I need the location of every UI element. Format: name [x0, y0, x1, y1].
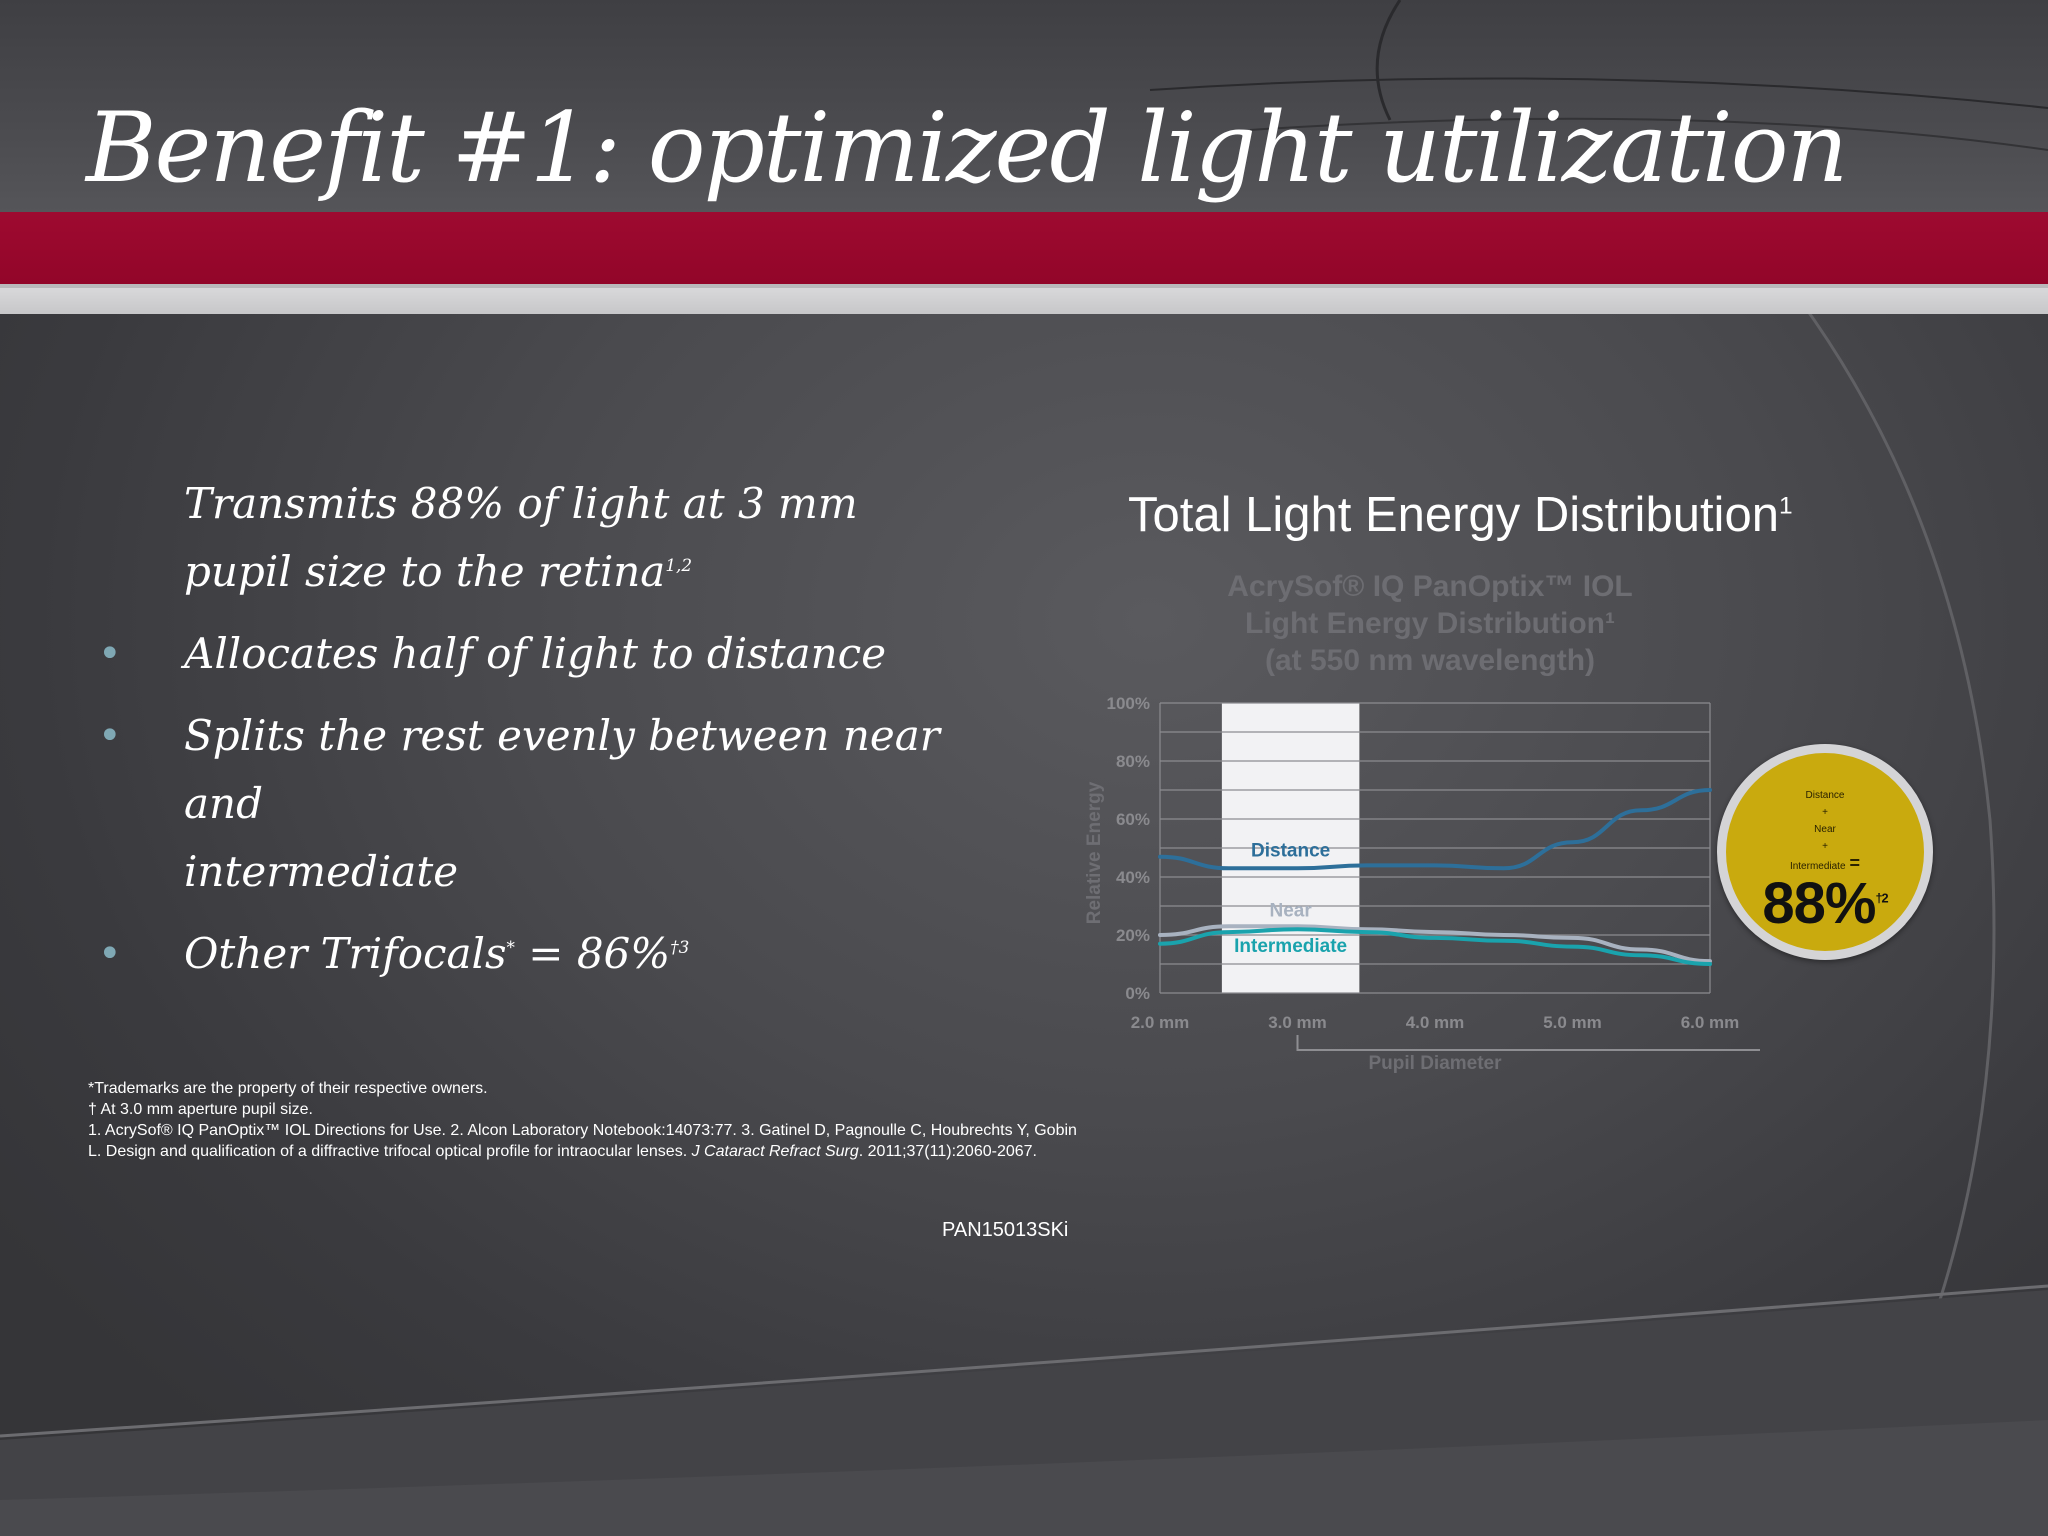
chart-heading-text: Total Light Energy Distribution	[1128, 488, 1779, 542]
badge-connector-line	[1296, 1035, 1760, 1051]
chart-title-line: AcrySof® IQ PanOptix™ IOL	[1227, 570, 1633, 603]
series-label-distance: Distance	[1251, 840, 1330, 861]
badge-formula-line: Distance	[1805, 790, 1845, 801]
trademark-sup: *	[506, 937, 515, 957]
series-line-near	[1158, 924, 1712, 964]
bullet-text: Allocates half of light to distance	[184, 629, 887, 678]
series-line-intermediate	[1158, 927, 1712, 966]
bullet-item: • Other Trifocals* = 86%†3	[92, 920, 992, 988]
citation-sup: †3	[670, 937, 690, 957]
dot-bullet-icon: •	[98, 631, 122, 677]
references-text: 1. AcrySof® IQ PanOptix™ IOL Directions …	[88, 1122, 1077, 1160]
x-tick-label: 3.0 mm	[1268, 1013, 1327, 1032]
references-tail: . 2011;37(11):2060-2067.	[858, 1143, 1037, 1160]
badge-formula: Distance + Near + Intermediate =	[1726, 787, 1924, 875]
y-tick-label: 100%	[1107, 694, 1150, 713]
slide-title: Benefit #1: optimized light utilization	[86, 92, 1848, 204]
badge-percent: 88%	[1762, 871, 1876, 936]
bullet-item: Transmits 88% of light at 3 mm pupil siz…	[92, 470, 992, 606]
bullet-item: • Allocates half of light to distance	[92, 620, 992, 688]
badge-sup: †2	[1875, 890, 1888, 906]
series-labels: Distance Near Intermediate	[1234, 840, 1347, 957]
badge-formula-line: +	[1822, 807, 1828, 818]
y-tick-label: 60%	[1116, 810, 1150, 829]
bullet-text: Transmits 88% of light at 3 mm	[184, 479, 858, 528]
chart-heading-sup: 1	[1778, 492, 1793, 520]
chart-title-line: (at 550 nm wavelength)	[1264, 644, 1596, 677]
citation-sup: 1,2	[665, 555, 693, 575]
x-axis-title: Pupil Diameter	[1368, 1053, 1502, 1074]
chart-title-line: Light Energy Distribution¹	[1245, 607, 1615, 640]
bullet-text: = 86%	[514, 929, 671, 978]
series-label-near: Near	[1270, 900, 1313, 921]
gray-band	[0, 284, 2048, 314]
y-tick-label: 0%	[1125, 984, 1150, 1003]
y-tick-label: 80%	[1116, 752, 1150, 771]
footnotes: *Trademarks are the property of their re…	[88, 1078, 1088, 1162]
badge-formula-line: +	[1822, 841, 1828, 852]
bullet-list: Transmits 88% of light at 3 mm pupil siz…	[92, 470, 992, 1002]
series-label-intermediate: Intermediate	[1234, 936, 1347, 957]
chart-heading: Total Light Energy Distribution1	[1128, 487, 1793, 543]
bullet-text: intermediate	[184, 847, 459, 896]
line-chart: 0% 20% 40% 60% 80% 100% 2.0 mm 3.0 mm 4.0 mm 5.0…	[1084, 694, 1760, 1074]
badge-formula-line: Intermediate =	[1726, 853, 1924, 875]
x-axis-ticks: 2.0 mm 3.0 mm 4.0 mm 5.0 mm 6.0 mm	[1131, 1013, 1740, 1032]
journal-name: J Cataract Refract Surg	[691, 1143, 859, 1160]
footnote-aperture: † At 3.0 mm aperture pupil size.	[88, 1101, 313, 1118]
x-tick-label: 6.0 mm	[1681, 1013, 1740, 1032]
series-line-distance	[1158, 788, 1712, 871]
y-axis-title: Relative Energy	[1084, 781, 1105, 924]
chart-title: AcrySof® IQ PanOptix™ IOL Light Energy D…	[1150, 568, 1710, 679]
bullet-text: Splits the rest evenly between near and	[184, 711, 940, 828]
bullet-text: Other Trifocals	[184, 929, 507, 978]
series-lines	[1158, 788, 1712, 966]
x-tick-label: 2.0 mm	[1131, 1013, 1190, 1032]
y-tick-label: 40%	[1116, 868, 1150, 887]
document-code: PAN15013SKi	[942, 1219, 1069, 1241]
total-energy-badge: Distance + Near + Intermediate = 88%†2	[1717, 744, 1933, 960]
badge-formula-line: Near	[1814, 824, 1836, 835]
footnote-trademark: *Trademarks are the property of their re…	[88, 1080, 488, 1097]
dot-bullet-icon: •	[98, 931, 122, 977]
badge-formula-last: Intermediate	[1789, 861, 1846, 872]
header-band	[0, 0, 2048, 212]
y-axis-ticks: 0% 20% 40% 60% 80% 100%	[1107, 694, 1150, 1003]
header-swooshes	[1149, 0, 2048, 151]
badge-equals: =	[1849, 853, 1861, 873]
red-band	[0, 212, 2048, 284]
bullet-text: pupil size to the retina	[184, 547, 666, 596]
footnote-references: 1. AcrySof® IQ PanOptix™ IOL Directions …	[88, 1120, 1088, 1162]
x-tick-label: 5.0 mm	[1543, 1013, 1602, 1032]
y-tick-label: 20%	[1116, 926, 1150, 945]
x-tick-label: 4.0 mm	[1406, 1013, 1465, 1032]
bullet-item: • Splits the rest evenly between near an…	[92, 702, 992, 906]
dot-bullet-icon: •	[98, 713, 122, 759]
badge-value: 88%†2	[1726, 875, 1924, 933]
